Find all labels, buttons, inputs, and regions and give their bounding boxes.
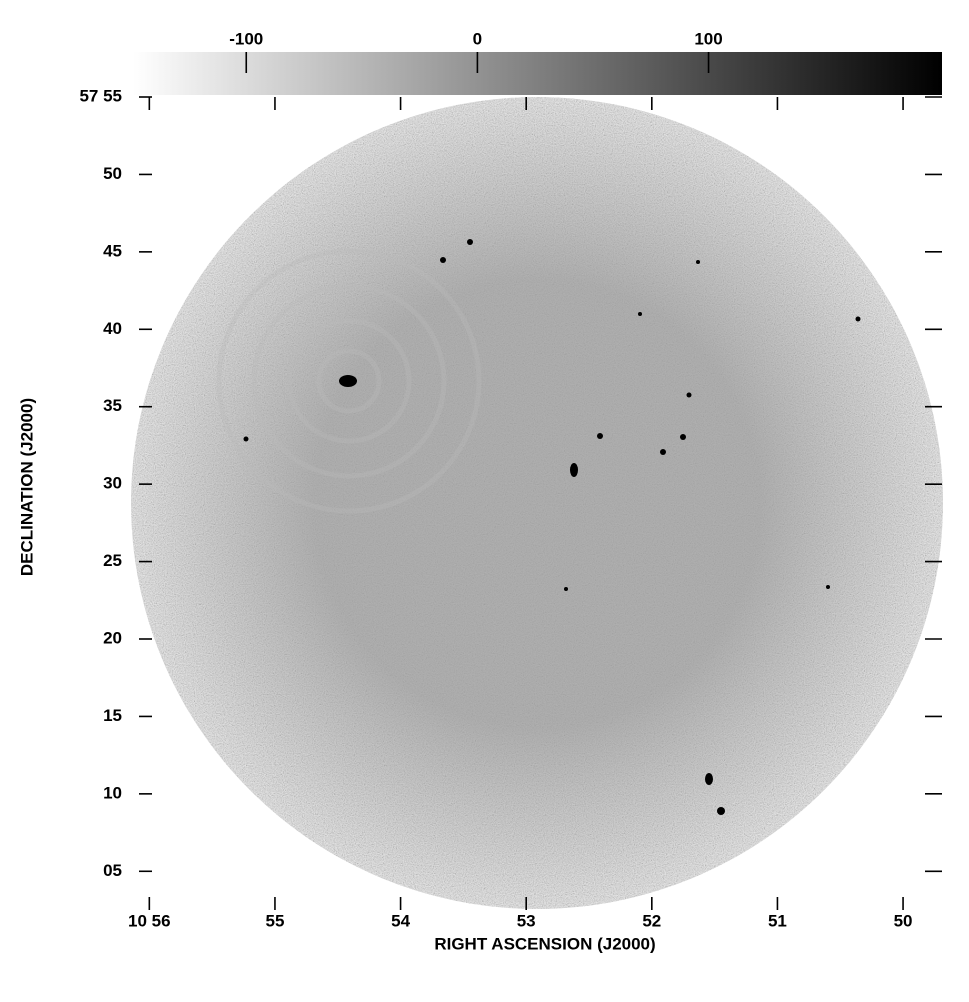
y-tick-label: 10 — [103, 783, 122, 802]
x-tick-label: 53 — [517, 911, 536, 930]
x-axis-label: RIGHT ASCENSION (J2000) — [434, 934, 655, 953]
colorbar-tick-label: 0 — [473, 29, 482, 48]
y-tick-label: 45 — [103, 241, 122, 260]
y-axis-label: DECLINATION (J2000) — [17, 398, 36, 576]
x-tick-label: 50 — [894, 911, 913, 930]
y-tick-label: 50 — [103, 164, 122, 183]
x-tick-label: 54 — [391, 911, 410, 930]
y-tick-label: 20 — [103, 628, 122, 647]
y-tick-label: 30 — [103, 474, 122, 493]
x-tick-label: 51 — [768, 911, 787, 930]
y-tick-label: 35 — [103, 396, 122, 415]
y-tick-label: 57 55 — [79, 86, 122, 105]
y-tick-label: 40 — [103, 319, 122, 338]
y-tick-label: 15 — [103, 706, 122, 725]
colorbar-tick-label: -100 — [229, 29, 263, 48]
x-tick-label: 10 56 — [128, 911, 171, 930]
x-tick-label: 52 — [642, 911, 661, 930]
colorbar — [133, 52, 942, 95]
sky-image — [131, 97, 943, 909]
x-tick-label: 55 — [265, 911, 284, 930]
y-tick-label: 05 — [103, 861, 122, 880]
y-tick-label: 25 — [103, 551, 122, 570]
colorbar-tick-label: 100 — [694, 29, 722, 48]
